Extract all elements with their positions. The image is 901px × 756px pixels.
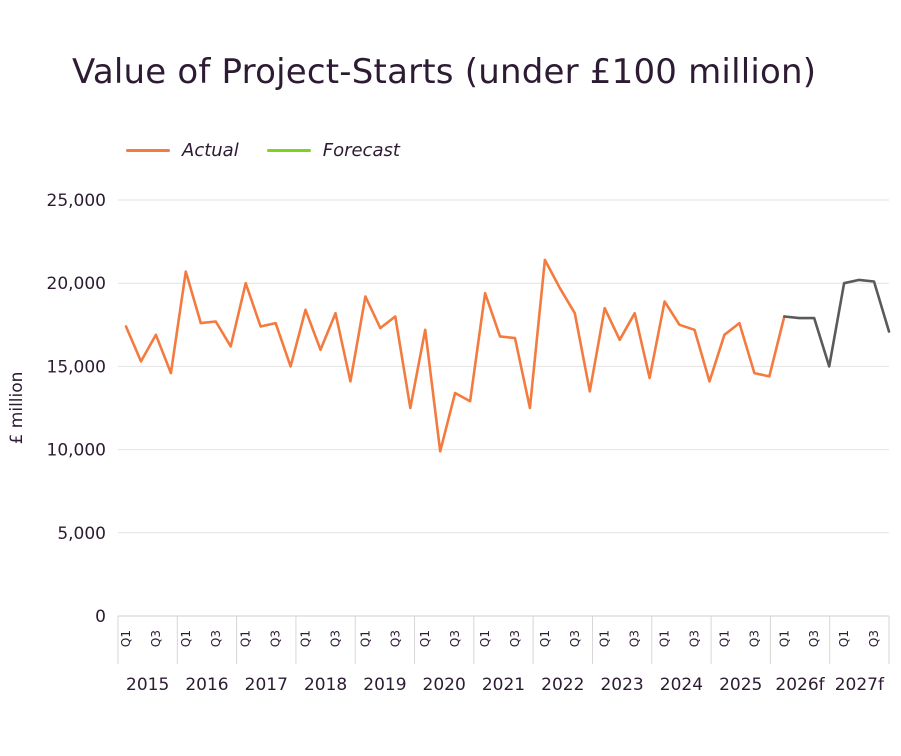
- x-quarter-label: Q1: [478, 630, 492, 647]
- x-quarter-label: Q3: [568, 630, 582, 647]
- x-quarter-label: Q3: [448, 630, 462, 647]
- y-tick-label: 10,000: [47, 441, 106, 461]
- x-year-label: 2025: [719, 675, 762, 695]
- x-quarter-label: Q1: [717, 630, 731, 647]
- x-quarter-label: Q3: [269, 630, 283, 647]
- gridlines: [118, 199, 889, 617]
- y-tick-label: 25,000: [47, 191, 106, 211]
- x-year-label: 2027f: [835, 675, 885, 695]
- x-quarter-label: Q1: [538, 630, 552, 647]
- x-quarter-label: Q1: [119, 630, 133, 647]
- legend-swatch-actual: [126, 149, 170, 152]
- x-year-label: 2018: [304, 675, 347, 695]
- x-quarter-label: Q1: [239, 630, 253, 647]
- series-line-actual: [124, 258, 786, 453]
- x-year-label: 2022: [541, 675, 584, 695]
- x-quarter-label: Q1: [418, 630, 432, 647]
- legend: Actual Forecast: [126, 140, 428, 161]
- x-year-label: 2017: [245, 675, 288, 695]
- x-quarter-label: Q3: [628, 630, 642, 647]
- x-year-label: 2021: [482, 675, 525, 695]
- x-quarter-label: Q3: [867, 630, 881, 647]
- x-quarter-label: Q1: [358, 630, 372, 647]
- x-quarter-label: Q3: [508, 630, 522, 647]
- legend-swatch-forecast: [266, 149, 311, 152]
- x-year-label: 2015: [126, 675, 169, 695]
- series-line-forecast: [782, 278, 891, 368]
- x-year-label: 2019: [363, 675, 406, 695]
- y-tick-label: 20,000: [47, 274, 106, 294]
- x-axis: Q1 Q3 2015 Q1 Q3 2016 Q1 Q3 2017 Q1 Q3 2018 Q1 Q3 2019…: [117, 616, 890, 695]
- y-axis-ticks: 0 5,000 10,000 15,000 20,000 25,000: [47, 191, 106, 627]
- x-quarter-label: Q3: [388, 630, 402, 647]
- legend-label-forecast: Forecast: [322, 140, 400, 161]
- x-quarter-label: Q1: [598, 630, 612, 647]
- x-quarter-label: Q3: [328, 630, 342, 647]
- x-year-label: 2026f: [775, 675, 825, 695]
- y-tick-label: 5,000: [57, 524, 106, 544]
- x-quarter-label: Q3: [149, 630, 163, 647]
- x-quarter-label: Q3: [688, 630, 702, 647]
- chart-title: Value of Project-Starts (under £100 mill…: [72, 52, 817, 92]
- x-year-label: 2016: [185, 675, 228, 695]
- y-tick-label: 0: [95, 607, 106, 627]
- x-quarter-label: Q1: [777, 630, 791, 647]
- x-year-label: 2020: [423, 675, 466, 695]
- x-quarter-label: Q3: [747, 630, 761, 647]
- x-quarter-label: Q3: [807, 630, 821, 647]
- x-year-label: 2023: [600, 675, 643, 695]
- x-quarter-label: Q1: [299, 630, 313, 647]
- x-quarter-label: Q3: [209, 630, 223, 647]
- x-year-label: 2024: [660, 675, 703, 695]
- y-axis-title: £ million: [7, 372, 27, 445]
- y-tick-label: 15,000: [47, 357, 106, 377]
- legend-label-actual: Actual: [182, 140, 239, 161]
- x-quarter-label: Q1: [658, 630, 672, 647]
- legend-item-actual: Actual: [126, 140, 239, 161]
- x-quarter-label: Q1: [179, 630, 193, 647]
- series-lines: [124, 258, 891, 453]
- legend-item-forecast: Forecast: [266, 140, 400, 161]
- x-quarter-label: Q1: [837, 630, 851, 647]
